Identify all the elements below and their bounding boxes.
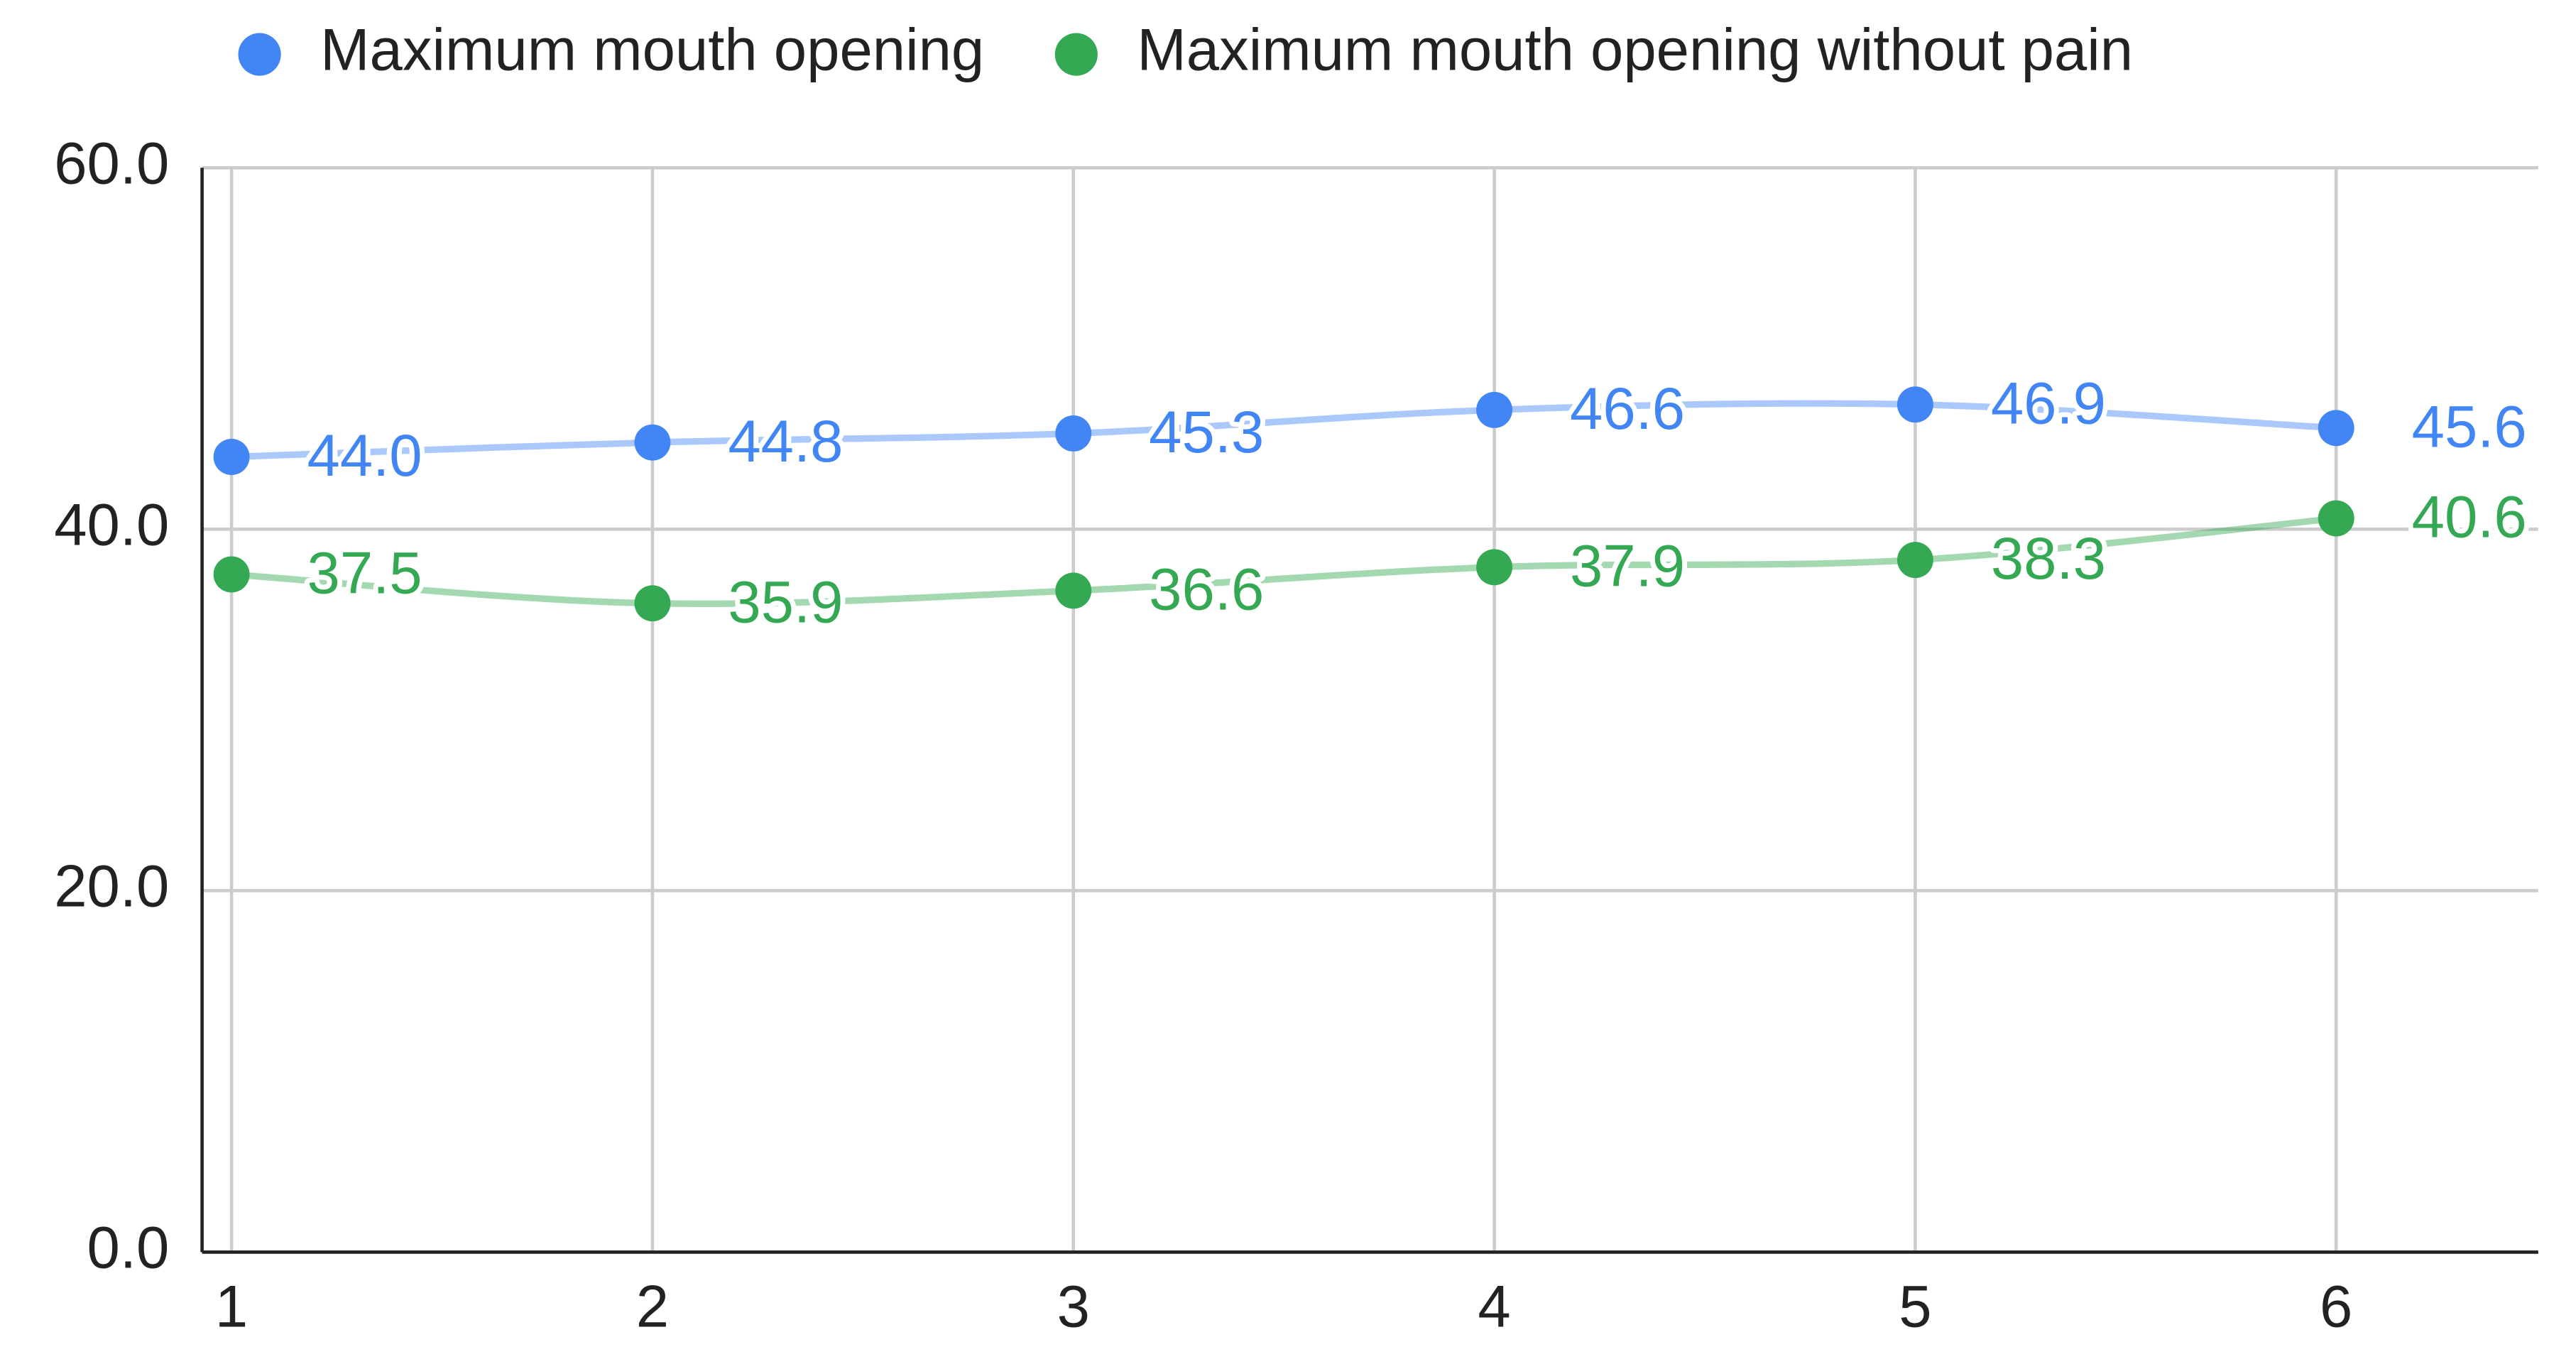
y-tick-label: 40.0 (54, 491, 169, 557)
series-line (231, 400, 2337, 461)
x-tick-label: 6 (2320, 1274, 2352, 1340)
legend-label: Maximum mouth opening without pain (1137, 17, 2133, 83)
data-label: 45.6 (2412, 393, 2527, 459)
y-tick-label: 20.0 (54, 853, 169, 919)
data-label: 45.3 (1149, 399, 1264, 465)
data-label: 37.9 (1570, 533, 1685, 599)
data-label: 36.6 (1149, 556, 1264, 622)
data-point (213, 556, 250, 593)
y-tick-label: 0.0 (87, 1214, 170, 1280)
data-point (2318, 410, 2354, 447)
data-point (1055, 415, 1092, 452)
data-label: 38.3 (1991, 525, 2106, 591)
data-label: 44.0 (307, 422, 422, 489)
data-point (634, 424, 671, 461)
x-tick-label: 5 (1899, 1274, 1931, 1340)
y-tick-label: 60.0 (54, 130, 169, 196)
data-point (1896, 542, 1933, 579)
x-tick-label: 4 (1478, 1274, 1510, 1340)
data-label: 37.5 (307, 540, 422, 606)
series-line (231, 515, 2337, 607)
data-point (1896, 386, 1933, 423)
data-label: 40.6 (2412, 484, 2527, 550)
data-point (2318, 500, 2354, 537)
data-point (1055, 572, 1092, 609)
data-point (213, 439, 250, 475)
legend-marker (238, 33, 281, 76)
data-label: 46.9 (1991, 370, 2106, 436)
data-label: 46.6 (1570, 376, 1685, 442)
data-point (1476, 391, 1513, 428)
data-label: 35.9 (728, 569, 843, 635)
x-tick-label: 3 (1057, 1274, 1090, 1340)
x-tick-label: 2 (636, 1274, 669, 1340)
legend-marker (1054, 33, 1098, 76)
data-point (1476, 549, 1513, 586)
data-point (634, 585, 671, 622)
data-label: 44.8 (728, 408, 843, 474)
legend-label: Maximum mouth opening (320, 17, 984, 83)
x-tick-label: 1 (215, 1274, 248, 1340)
